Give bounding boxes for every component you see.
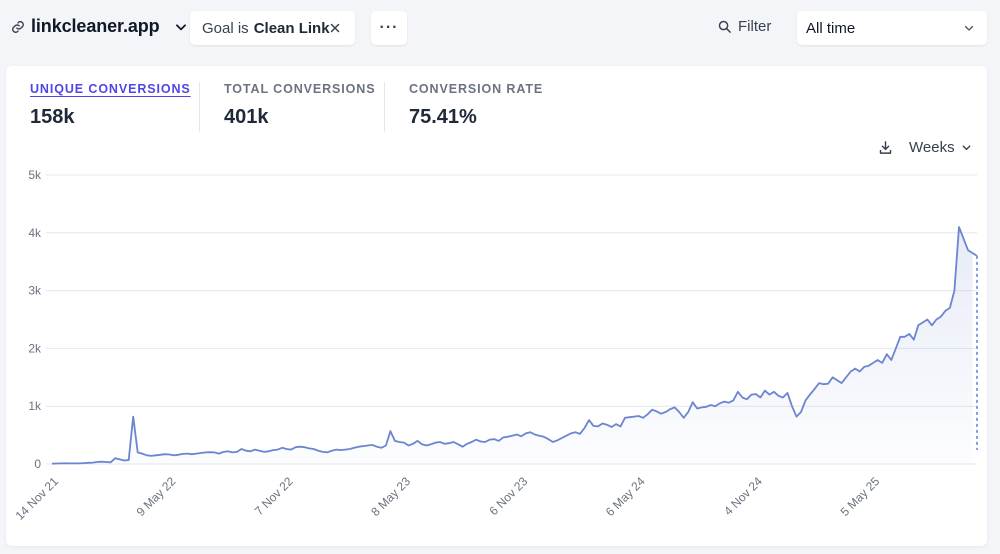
filter-label: Filter [738, 18, 772, 35]
goal-filter-pill[interactable]: Goal is Clean Link [190, 11, 355, 45]
metric-label: Conversion rate [409, 82, 544, 96]
goal-filter-value: Clean Link [253, 19, 330, 37]
search-icon [718, 20, 731, 33]
more-options-button[interactable]: ··· [371, 11, 407, 45]
interval-label: Weeks [909, 139, 955, 156]
metric-divider [199, 82, 200, 132]
metric-label: Unique conversions [30, 82, 191, 96]
metric-unique-conversions[interactable]: Unique conversions 158k [30, 82, 191, 129]
metric-total-conversions[interactable]: Total conversions 401k [224, 82, 375, 129]
metric-conversion-rate[interactable]: Conversion rate 75.41% [409, 82, 543, 129]
metric-divider [384, 82, 385, 132]
period-select[interactable]: All time [797, 11, 987, 45]
more-options-label: ··· [379, 19, 399, 36]
site-switcher[interactable]: linkcleaner.app [11, 16, 188, 37]
link-icon [12, 20, 24, 33]
chevron-down-icon [964, 25, 974, 31]
close-icon[interactable] [328, 21, 342, 35]
chevron-down-icon [175, 23, 186, 30]
period-label: All time [806, 19, 856, 37]
metric-value: 158k [30, 106, 75, 128]
top-bar: linkcleaner.app Goal is Clean Link ··· F… [0, 0, 1000, 60]
site-name: linkcleaner.app [31, 16, 160, 36]
metric-value: 401k [224, 106, 269, 128]
metric-value: 75.41% [409, 106, 477, 128]
goal-filter-prefix: Goal is [202, 19, 249, 37]
chevron-down-icon [962, 145, 970, 151]
metric-label: Total conversions [224, 82, 376, 96]
download-icon[interactable] [878, 140, 893, 155]
filter-button[interactable]: Filter [717, 18, 771, 35]
interval-select[interactable]: Weeks [909, 139, 972, 156]
stats-card: Unique conversions 158k Total conversion… [6, 66, 987, 546]
